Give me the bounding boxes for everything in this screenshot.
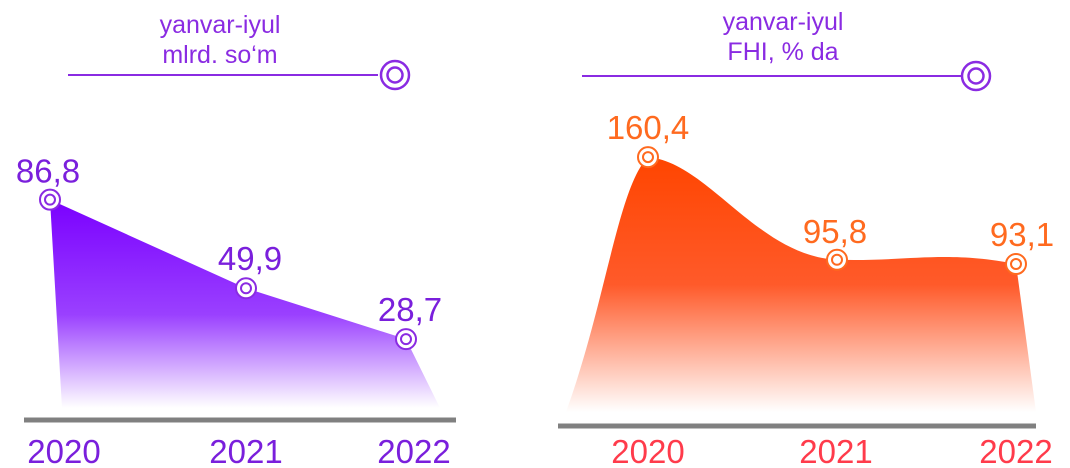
left-value-label-2021: 49,9: [218, 240, 282, 277]
left-year-2022: 2022: [377, 433, 450, 468]
left-header-target-icon: [379, 59, 411, 91]
left-year-2020: 2020: [27, 433, 100, 468]
right-year-2021: 2021: [799, 433, 872, 468]
right-header-line-1: yanvar-iyul: [723, 8, 844, 36]
left-header-line-2: mlrd. so‘m: [162, 41, 277, 69]
right-data-point-2022: [1005, 253, 1027, 276]
right-value-label-2021: 95,8: [803, 213, 867, 250]
left-value-label-2022: 28,7: [378, 291, 442, 328]
left-data-point-2021: [235, 277, 257, 300]
left-chart: yanvar-iyul mlrd. so‘m 86,8 49,9 28,7 20…: [16, 11, 456, 468]
left-data-point-2022: [395, 328, 417, 351]
right-value-label-2022: 93,1: [990, 216, 1054, 253]
right-year-2020: 2020: [611, 433, 684, 468]
left-data-point-2020: [39, 188, 61, 211]
left-header-line-1: yanvar-iyul: [160, 11, 281, 39]
right-data-point-2020: [637, 146, 659, 169]
right-header-target-icon: [960, 60, 992, 92]
right-year-2022: 2022: [979, 433, 1052, 468]
left-area-series: [50, 199, 440, 408]
left-year-2021: 2021: [209, 433, 282, 468]
right-chart: yanvar-iyul FHI, % da 160,4 95,8 93,1 20…: [558, 8, 1054, 468]
right-data-point-2021: [826, 248, 848, 271]
right-area-series: [566, 157, 1036, 412]
right-value-label-2020: 160,4: [607, 109, 690, 146]
right-header-line-2: FHI, % da: [727, 38, 838, 66]
left-value-label-2020: 86,8: [16, 153, 80, 190]
